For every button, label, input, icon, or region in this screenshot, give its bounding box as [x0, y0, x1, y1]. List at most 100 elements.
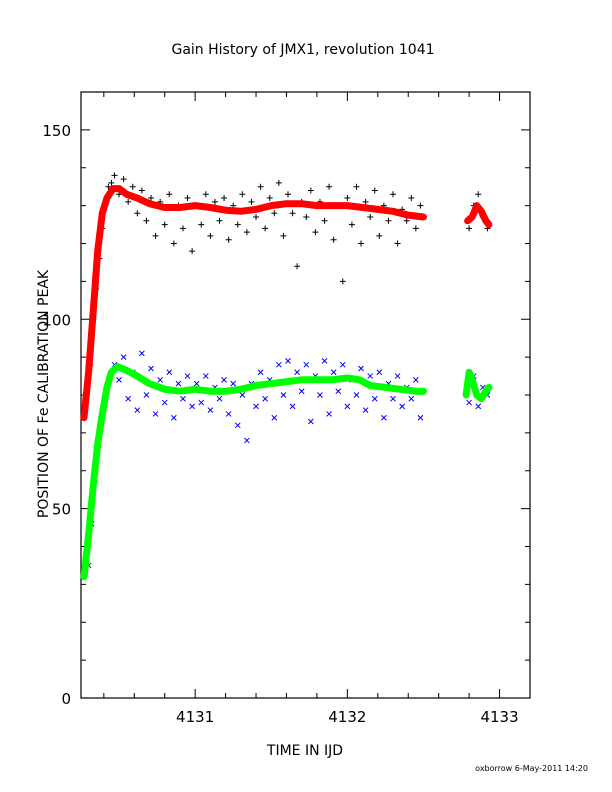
upper-data-point [412, 225, 419, 232]
upper-data-point [221, 195, 228, 202]
lower-data-point [148, 365, 154, 372]
upper-data-point [216, 217, 223, 224]
lower-data-point [170, 414, 177, 421]
lower-data-point [289, 403, 296, 410]
lower-data-point [317, 392, 323, 398]
upper-data-point [111, 172, 118, 179]
lower-data-point [285, 358, 291, 364]
lower-data-point [276, 361, 282, 368]
chart-title: Gain History of JMX1, revolution 1041 [171, 42, 434, 58]
lower-data-point [139, 350, 145, 357]
y-tick-label: 50 [52, 501, 71, 519]
lower-data-point [221, 376, 227, 383]
upper-smoothed-curve [80, 185, 427, 422]
upper-data-point [189, 248, 196, 255]
upper-data-point [143, 217, 150, 224]
axis-ticks [81, 92, 530, 698]
upper-data-point [166, 191, 173, 198]
lower-data-point [120, 354, 127, 360]
lower-data-point [271, 414, 278, 421]
upper-data-point [403, 217, 410, 224]
upper-data-point [339, 278, 346, 285]
lower-data-point [225, 411, 232, 417]
lower-data-point [134, 407, 141, 414]
upper-data-point [225, 236, 232, 243]
upper-data-point [321, 217, 328, 224]
x-tick-label: 4133 [480, 708, 518, 726]
upper-data-point [179, 225, 186, 232]
upper-data-point [161, 221, 168, 228]
lower-smoothed-curve [462, 368, 493, 403]
x-tick-label: 4131 [176, 708, 214, 726]
lower-data-point [339, 361, 346, 368]
upper-data-point [129, 183, 136, 190]
lower-data-point [253, 403, 259, 410]
lower-data-point [189, 403, 195, 410]
upper-data-point [148, 195, 155, 202]
upper-data-point [125, 198, 132, 205]
upper-data-point [466, 225, 473, 232]
upper-data-point [202, 191, 209, 198]
lower-data-point [207, 407, 214, 414]
lower-data-point [143, 392, 150, 398]
x-axis-label: TIME IN IJD [266, 743, 343, 759]
upper-data-point [358, 240, 365, 247]
upper-data-point [303, 213, 310, 220]
lower-data-point [335, 388, 342, 395]
upper-data-point [385, 217, 392, 224]
upper-data-point [134, 210, 141, 217]
lower-data-point [466, 399, 472, 406]
upper-data-point [371, 187, 378, 194]
y-tick-label: 100 [42, 311, 71, 329]
lower-data-point [230, 380, 237, 387]
lower-data-point [294, 369, 300, 376]
lower-data-point [321, 358, 328, 364]
upper-data-point [390, 191, 397, 198]
upper-data-point [348, 221, 355, 228]
upper-data-point [330, 236, 337, 243]
lower-data-point [244, 437, 250, 444]
upper-data-point [198, 221, 205, 228]
lower-data-point [193, 380, 200, 387]
upper-data-point [312, 229, 319, 236]
lower-data-point [381, 414, 387, 421]
data-points [81, 172, 491, 569]
upper-data-point [280, 232, 287, 239]
upper-data-point [253, 213, 260, 220]
lower-data-point [353, 392, 360, 398]
lower-data-point [371, 395, 378, 402]
lower-data-point [408, 395, 415, 402]
upper-data-point [367, 213, 374, 220]
lower-data-point [161, 399, 168, 406]
lower-data-point [202, 373, 209, 379]
lower-data-point [175, 380, 182, 387]
lower-data-point [362, 407, 369, 414]
upper-data-point [294, 263, 301, 270]
lower-data-point [157, 376, 163, 383]
upper-data-point [234, 221, 241, 228]
lower-data-point [376, 369, 383, 376]
lower-data-point [116, 376, 122, 383]
upper-data-point [275, 179, 282, 186]
upper-data-point [170, 240, 177, 247]
lower-data-point [216, 395, 223, 402]
lower-data-point [257, 369, 264, 376]
y-tick-label: 150 [42, 122, 71, 140]
lower-data-point [475, 403, 482, 410]
lower-data-point [152, 411, 159, 417]
upper-data-point [262, 225, 269, 232]
upper-data-point [271, 210, 278, 217]
lower-data-point [166, 369, 173, 376]
upper-data-point [248, 198, 255, 205]
lower-smoothed-curve [80, 363, 427, 581]
lower-data-point [234, 422, 241, 429]
upper-data-point [475, 191, 482, 198]
upper-smoothed-curve [464, 202, 493, 229]
x-tick-label: 4132 [328, 708, 366, 726]
upper-data-point [184, 195, 191, 202]
lower-data-point [417, 414, 424, 421]
lower-data-point [239, 392, 246, 398]
lower-data-point [198, 399, 205, 406]
upper-data-point [108, 179, 115, 186]
